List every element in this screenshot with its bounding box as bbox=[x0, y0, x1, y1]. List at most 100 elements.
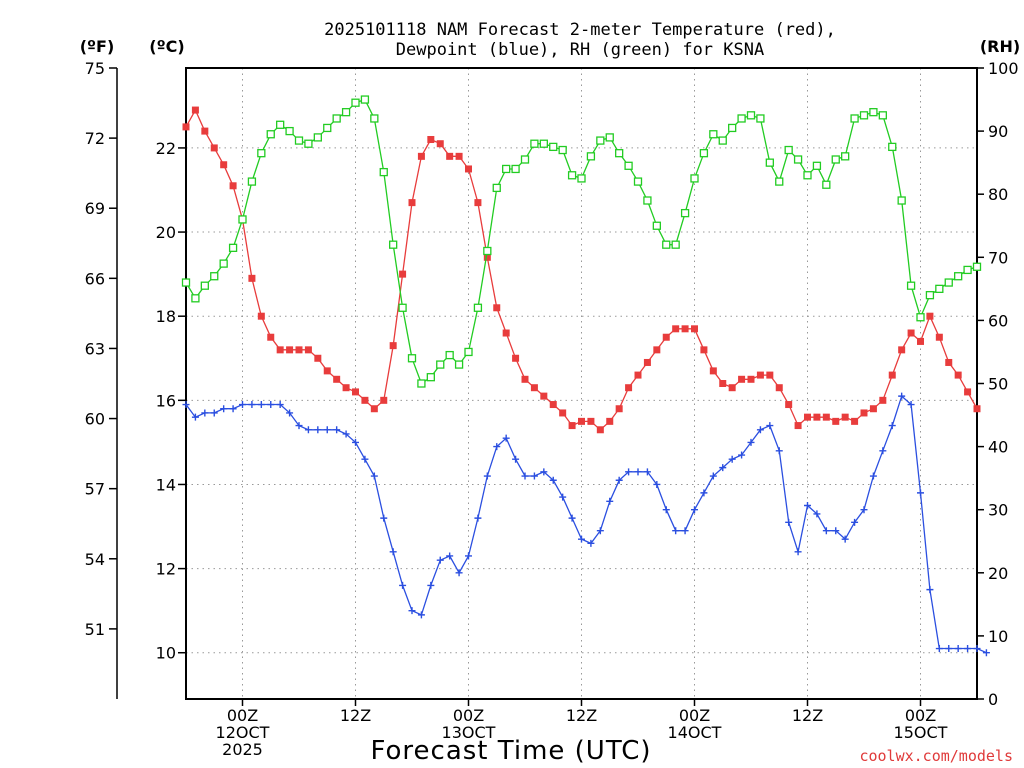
x-axis-label: Forecast Time (UTC) bbox=[370, 736, 651, 766]
dewpoint-point bbox=[286, 409, 294, 417]
temperature-point bbox=[964, 388, 972, 396]
dewpoint-point bbox=[352, 438, 359, 446]
fahrenheit-tick-label: 72 bbox=[85, 129, 105, 148]
rh-point bbox=[228, 243, 238, 252]
rh-point bbox=[793, 155, 803, 164]
fahrenheit-tick-label: 54 bbox=[85, 550, 105, 569]
rh-point bbox=[775, 177, 784, 186]
temperature-point bbox=[804, 413, 811, 421]
rh-point bbox=[426, 373, 435, 382]
dewpoint-point bbox=[295, 422, 303, 430]
temperature-point bbox=[361, 396, 369, 404]
fahrenheit-tick-label: 57 bbox=[85, 480, 105, 499]
dewpoint-point bbox=[691, 506, 698, 514]
x-tick-label: 12Z bbox=[566, 706, 597, 725]
rh-point bbox=[906, 281, 916, 290]
dewpoint-point bbox=[653, 480, 661, 488]
rh-point bbox=[709, 130, 718, 139]
dewpoint-point bbox=[964, 645, 972, 653]
temperature-point bbox=[917, 337, 924, 345]
temperature-point bbox=[417, 152, 425, 160]
rh-point bbox=[417, 379, 426, 388]
rh-point bbox=[916, 313, 925, 322]
series-layer bbox=[181, 95, 990, 657]
dewpoint-point bbox=[427, 581, 435, 589]
dewpoint-point bbox=[643, 468, 651, 476]
dewpoint-point bbox=[860, 506, 868, 514]
temperature-point bbox=[832, 417, 840, 425]
dewpoint-point bbox=[832, 527, 840, 535]
rh-tick-label: 100 bbox=[988, 59, 1019, 78]
rh-point bbox=[944, 278, 953, 287]
dewpoint-point bbox=[888, 422, 896, 430]
temperature-point bbox=[954, 371, 962, 379]
rh-point bbox=[520, 155, 530, 164]
temperature-point bbox=[775, 384, 783, 392]
temperature-point bbox=[606, 417, 614, 425]
rh-point bbox=[643, 196, 652, 205]
dewpoint-point bbox=[775, 447, 783, 455]
temperature-point bbox=[643, 358, 651, 366]
rh-ticks: 0 10 20 30 40 50 60 70 80 90 100 bbox=[977, 59, 1019, 709]
dewpoint-point bbox=[606, 497, 614, 505]
rh-point bbox=[746, 111, 756, 120]
dewpoint-point bbox=[380, 514, 388, 522]
x-tick-label: 12OCT bbox=[216, 723, 270, 742]
rh-point bbox=[238, 215, 247, 224]
dewpoint-point bbox=[314, 426, 322, 434]
celsius-tick-label: 16 bbox=[156, 391, 176, 410]
temperature-point bbox=[248, 274, 256, 282]
x-tick-label: 15OCT bbox=[894, 723, 948, 742]
dewpoint-series bbox=[182, 392, 990, 657]
dewpoint-point bbox=[851, 518, 859, 526]
dewpoint-point bbox=[578, 535, 585, 543]
rh-point bbox=[633, 177, 643, 186]
rh-point bbox=[784, 145, 793, 155]
temperature-point bbox=[860, 409, 868, 417]
rh-point bbox=[407, 354, 417, 363]
rh-point bbox=[812, 161, 822, 170]
temperature-point bbox=[898, 346, 906, 354]
temperature-point bbox=[747, 375, 755, 383]
temperature-point bbox=[973, 405, 981, 413]
temperature-point bbox=[888, 371, 896, 379]
dewpoint-point bbox=[182, 401, 190, 409]
dewpoint-point bbox=[521, 472, 529, 480]
rh-point bbox=[549, 142, 558, 152]
temperature-point bbox=[869, 405, 877, 413]
rh-point bbox=[972, 262, 982, 271]
temperature-point bbox=[841, 413, 849, 421]
dewpoint-point bbox=[323, 426, 331, 434]
temperature-point bbox=[342, 384, 350, 392]
dewpoint-point bbox=[502, 434, 510, 442]
temperature-point bbox=[879, 396, 887, 404]
rh-tick-label: 80 bbox=[988, 185, 1008, 204]
temperature-point bbox=[455, 152, 463, 160]
dewpoint-point bbox=[954, 645, 962, 653]
rh-series bbox=[181, 95, 982, 388]
rh-point bbox=[539, 139, 548, 148]
rh-point bbox=[841, 152, 850, 161]
rh-tick-label: 30 bbox=[988, 501, 1008, 520]
temperature-point bbox=[352, 388, 359, 396]
dewpoint-point bbox=[804, 501, 811, 509]
dewpoint-point bbox=[210, 409, 218, 417]
temperature-point bbox=[568, 422, 576, 430]
rh-point bbox=[615, 149, 624, 158]
dewpoint-point bbox=[417, 611, 425, 619]
dewpoint-point bbox=[662, 506, 670, 514]
temperature-point bbox=[474, 199, 482, 207]
dewpoint-point bbox=[879, 447, 887, 455]
dewpoint-point bbox=[333, 426, 341, 434]
temperature-point bbox=[427, 136, 435, 144]
rh-point bbox=[219, 259, 228, 268]
rh-point bbox=[925, 291, 935, 300]
dewpoint-point bbox=[239, 401, 246, 409]
rh-point bbox=[285, 126, 294, 136]
temperature-point bbox=[813, 413, 821, 421]
temperature-point bbox=[719, 380, 727, 387]
rh-point bbox=[313, 133, 322, 142]
dewpoint-point bbox=[700, 489, 708, 497]
temperature-point bbox=[389, 342, 397, 350]
